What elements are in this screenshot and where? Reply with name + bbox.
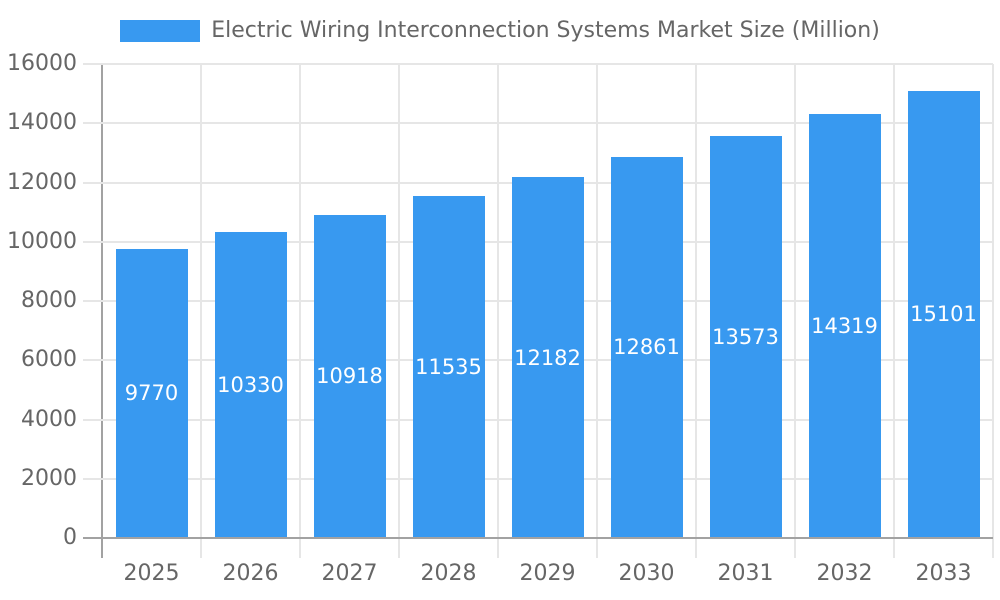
bar-value-label: 14319 [811,313,878,338]
x-axis-label: 2030 [618,561,675,586]
x-axis-label: 2026 [222,561,279,586]
v-gridline [992,64,994,558]
bar-2025 [115,248,188,538]
h-gridline [83,122,993,125]
v-gridline [596,64,598,558]
y-axis-label: 2000 [21,465,77,491]
x-axis-label: 2025 [123,561,180,586]
v-gridline [497,64,499,558]
y-axis-label: 0 [63,525,77,550]
x-axis-label: 2028 [420,561,477,586]
y-axis-label: 6000 [21,347,77,373]
bar-value-label: 12861 [613,335,680,360]
legend-label: Electric Wiring Interconnection Systems … [211,18,880,43]
bar-2031 [709,135,782,538]
v-gridline [794,64,796,558]
y-axis-label: 14000 [7,110,77,136]
y-axis-label: 16000 [7,51,77,76]
h-gridline [83,63,993,65]
x-axis-label: 2029 [519,561,576,586]
bar-2032 [808,113,881,538]
v-gridline [299,64,301,558]
bar-value-label: 11535 [415,355,482,380]
v-gridline [200,64,202,558]
x-axis-line [83,537,993,539]
y-axis-label: 10000 [7,228,77,254]
bar-value-label: 9770 [124,381,179,406]
y-axis-label: 4000 [21,406,77,432]
x-axis-label: 2031 [717,561,774,586]
bar-2026 [214,231,287,538]
x-axis-label: 2032 [816,561,873,586]
bar-2027 [313,214,386,538]
v-gridline [695,64,697,558]
x-axis-label: 2027 [321,561,378,586]
x-axis-label: 2033 [915,561,972,586]
y-axis-label: 8000 [21,288,77,313]
bar-2033 [907,90,980,538]
v-gridline [893,64,895,558]
bar-2030 [610,156,683,538]
bar-value-label: 10918 [316,364,383,389]
v-gridline [398,64,400,558]
y-axis-line [101,64,103,558]
bar-value-label: 12182 [514,345,581,370]
y-axis-label: 12000 [7,169,77,195]
bar-value-label: 10330 [217,372,284,397]
bar-value-label: 13573 [712,324,779,349]
bar-value-label: 15101 [910,302,977,327]
legend[interactable]: Electric Wiring Interconnection Systems … [0,17,1000,45]
bar-2029 [511,177,584,538]
bar-2028 [412,196,485,538]
legend-swatch [120,20,201,42]
